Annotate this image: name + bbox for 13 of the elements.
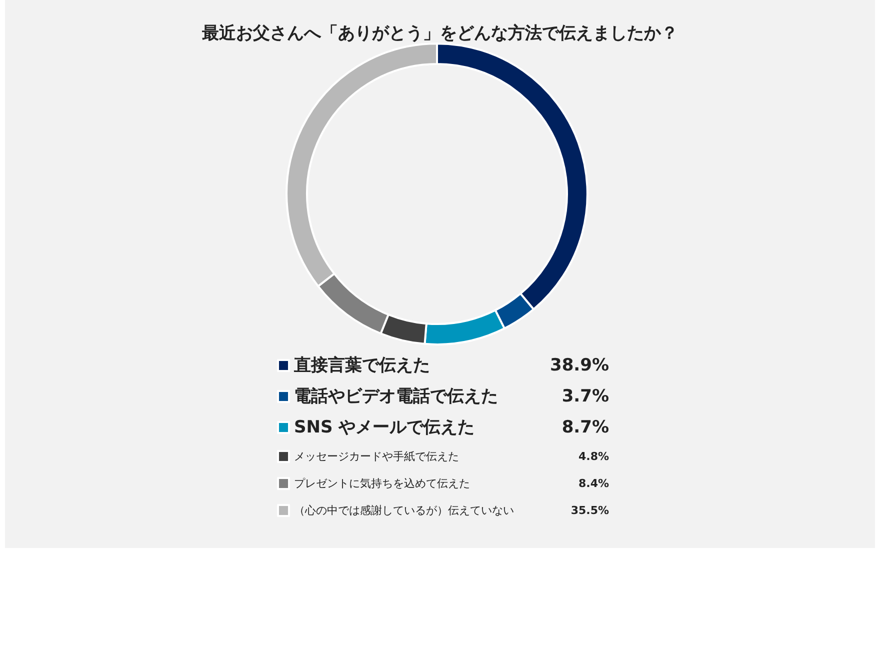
data-label: 38.9% [550, 356, 609, 376]
data-label: 35.5% [570, 504, 609, 517]
legend-label: 直接言葉で伝えた [293, 356, 430, 376]
legend-label: メッセージカードや手紙で伝えた [294, 450, 459, 463]
legend-label: プレゼントに気持ちを込めて伝えた [294, 477, 470, 490]
legend-label: 電話やビデオ電話で伝えた [294, 386, 498, 406]
chart-title: 最近お父さんへ「ありがとう」をどんな方法で伝えましたか？ [201, 24, 678, 44]
legend-label: （心の中では感謝しているが）伝えていない [294, 504, 514, 517]
data-label: 4.8% [578, 450, 609, 463]
data-label: 8.4% [578, 477, 609, 490]
data-label: 8.7% [562, 418, 609, 438]
data-label: 3.7% [562, 386, 609, 406]
legend-label: SNS やメールで伝えた [294, 418, 475, 438]
